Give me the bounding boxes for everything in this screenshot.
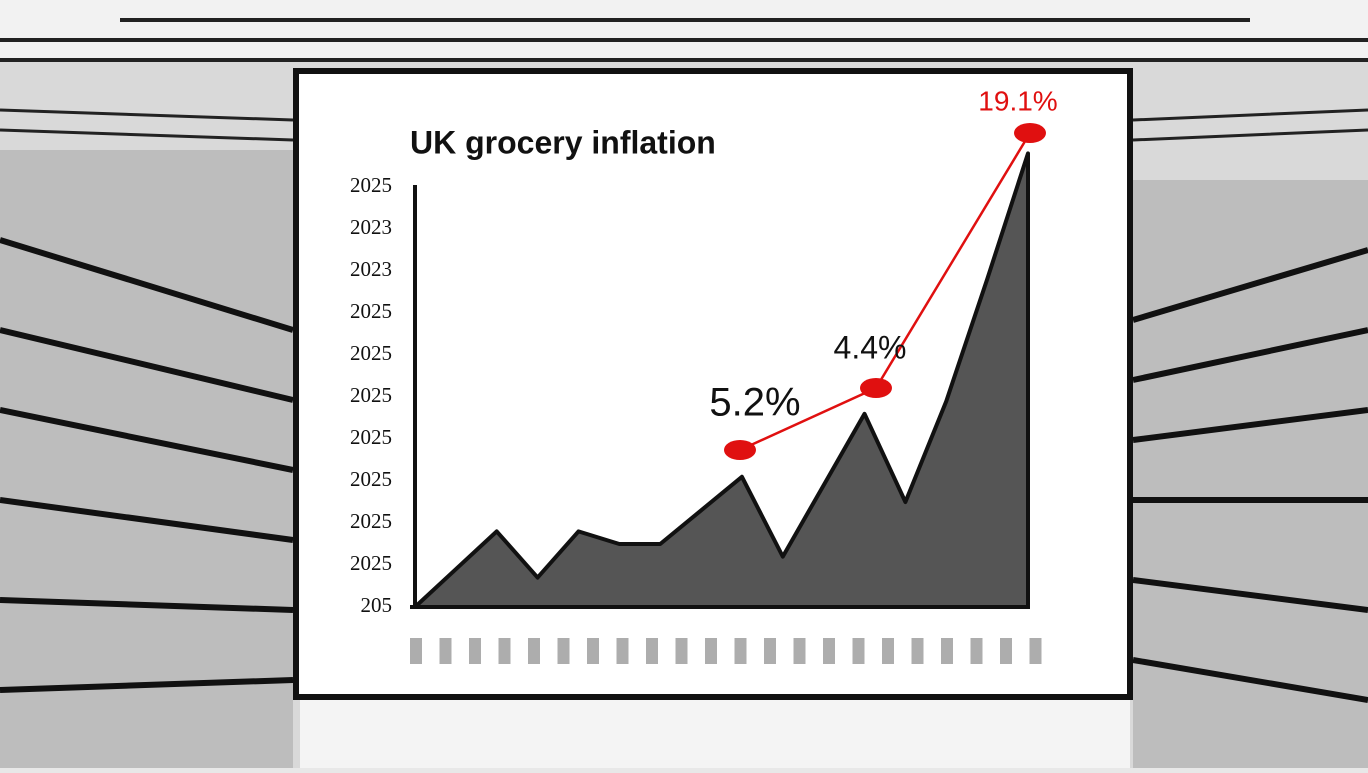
x-tick-glyph bbox=[734, 638, 747, 664]
x-tick-glyph bbox=[882, 638, 894, 664]
annotation-marker bbox=[724, 440, 756, 460]
y-tick-label: 2025 bbox=[350, 467, 392, 491]
x-tick-glyph bbox=[852, 638, 865, 664]
x-tick-glyph bbox=[587, 638, 599, 664]
annotation-marker bbox=[860, 378, 892, 398]
x-tick-glyph bbox=[764, 638, 776, 664]
x-tick-glyph bbox=[557, 638, 570, 664]
y-tick-label: 2023 bbox=[350, 257, 392, 281]
annotation: 5.2% bbox=[709, 381, 800, 425]
x-tick-glyph bbox=[498, 638, 511, 664]
x-tick-glyph bbox=[646, 638, 658, 664]
y-tick-label: 205 bbox=[361, 593, 393, 617]
x-tick-glyph bbox=[1000, 638, 1012, 664]
x-tick-glyph bbox=[911, 638, 924, 664]
annotation: 4.4% bbox=[834, 329, 907, 365]
y-tick-label: 2025 bbox=[350, 551, 392, 575]
annotation-marker bbox=[1014, 123, 1046, 143]
x-tick-glyph bbox=[793, 638, 806, 664]
x-tick-glyph bbox=[1029, 638, 1042, 664]
x-tick-glyph bbox=[528, 638, 540, 664]
y-tick-label: 2025 bbox=[350, 425, 392, 449]
y-tick-label: 2025 bbox=[350, 509, 392, 533]
x-tick-glyph bbox=[675, 638, 688, 664]
x-tick-glyph bbox=[469, 638, 481, 664]
x-tick-glyph bbox=[941, 638, 953, 664]
x-tick-glyph bbox=[616, 638, 629, 664]
y-tick-label: 2025 bbox=[350, 341, 392, 365]
y-tick-label: 2025 bbox=[350, 383, 392, 407]
x-tick-glyph bbox=[823, 638, 835, 664]
y-tick-label: 2025 bbox=[350, 173, 392, 197]
x-tick-glyph bbox=[970, 638, 983, 664]
area bbox=[413, 151, 1030, 609]
x-tick-glyph bbox=[410, 638, 422, 664]
chart-title: UK grocery inflation bbox=[410, 124, 716, 160]
x-tick-glyph bbox=[439, 638, 452, 664]
annotation: 19.1% bbox=[978, 85, 1057, 116]
y-tick-label: 2025 bbox=[350, 299, 392, 323]
y-tick-label: 2023 bbox=[350, 215, 392, 239]
x-tick-glyph bbox=[705, 638, 717, 664]
